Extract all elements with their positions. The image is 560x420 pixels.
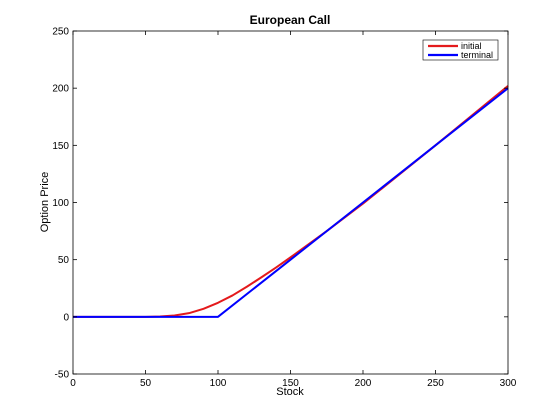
y-tick-label: 150	[52, 141, 69, 152]
x-tick-label: 150	[282, 378, 299, 389]
series-line-initial	[73, 85, 509, 318]
x-tick-label: 50	[140, 378, 152, 389]
legend-label-initial: initial	[461, 41, 482, 51]
x-axis-label: Stock	[276, 386, 304, 398]
chart-title: European Call	[250, 13, 331, 27]
series-layer	[73, 85, 509, 318]
y-tick-label: 250	[52, 27, 69, 38]
y-tick-label: 100	[52, 198, 69, 209]
y-tick-label: -50	[55, 370, 70, 381]
x-axis: 0 50 100 150 200 250 300	[70, 31, 517, 389]
x-tick-label: 300	[500, 378, 517, 389]
x-tick-label: 250	[427, 378, 444, 389]
y-tick-label: 50	[58, 255, 70, 266]
series-line-terminal	[73, 87, 509, 318]
y-tick-label: 0	[63, 312, 69, 323]
x-tick-label: 0	[70, 378, 76, 389]
plot-area-frame	[72, 30, 509, 375]
x-tick-label: 100	[210, 378, 227, 389]
legend: initial terminal	[422, 39, 499, 61]
y-tick-label: 200	[52, 84, 69, 95]
y-axis: -50 0 50 100 150 200 250	[52, 27, 508, 381]
legend-label-terminal: terminal	[461, 50, 493, 60]
x-tick-label: 200	[355, 378, 372, 389]
y-axis-label: Option Price	[39, 172, 51, 233]
